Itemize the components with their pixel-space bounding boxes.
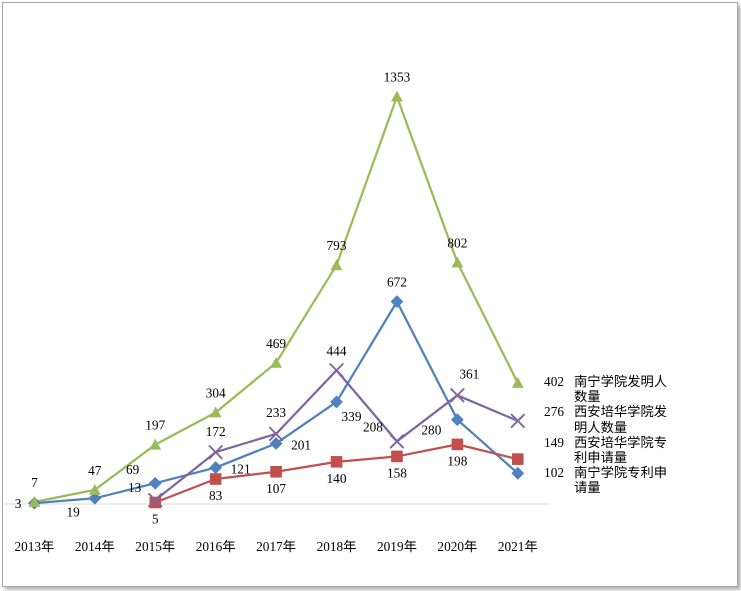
svg-text:5: 5 <box>152 511 159 526</box>
svg-text:2018年: 2018年 <box>317 539 357 554</box>
svg-text:304: 304 <box>206 385 226 400</box>
svg-text:158: 158 <box>387 465 407 480</box>
svg-text:2015年: 2015年 <box>135 539 175 554</box>
svg-text:3: 3 <box>15 496 22 511</box>
svg-text:47: 47 <box>88 463 102 478</box>
svg-text:7: 7 <box>31 475 38 490</box>
svg-text:1353: 1353 <box>384 70 411 85</box>
svg-text:107: 107 <box>266 481 286 496</box>
svg-text:802: 802 <box>447 236 467 251</box>
svg-text:201: 201 <box>291 437 311 452</box>
svg-text:339: 339 <box>342 409 362 424</box>
svg-text:140: 140 <box>327 471 347 486</box>
svg-text:793: 793 <box>327 238 347 253</box>
svg-text:83: 83 <box>209 488 223 503</box>
svg-text:2016年: 2016年 <box>196 539 236 554</box>
svg-text:208: 208 <box>363 419 383 434</box>
svg-text:172: 172 <box>206 424 226 439</box>
svg-text:280: 280 <box>421 423 441 438</box>
svg-text:198: 198 <box>447 453 467 468</box>
svg-text:69: 69 <box>126 462 140 477</box>
svg-text:361: 361 <box>459 366 479 381</box>
svg-text:469: 469 <box>266 336 286 351</box>
svg-text:444: 444 <box>327 343 347 358</box>
svg-text:2021年: 2021年 <box>498 539 538 554</box>
svg-text:13: 13 <box>128 480 142 495</box>
svg-text:2014年: 2014年 <box>75 539 115 554</box>
svg-text:2019年: 2019年 <box>377 539 417 554</box>
svg-text:197: 197 <box>145 418 165 433</box>
svg-text:2020年: 2020年 <box>437 539 477 554</box>
svg-text:121: 121 <box>231 462 251 477</box>
svg-text:2013年: 2013年 <box>14 539 54 554</box>
svg-text:233: 233 <box>266 405 286 420</box>
svg-text:672: 672 <box>387 275 407 290</box>
svg-text:2017年: 2017年 <box>256 539 296 554</box>
svg-text:19: 19 <box>67 504 81 519</box>
